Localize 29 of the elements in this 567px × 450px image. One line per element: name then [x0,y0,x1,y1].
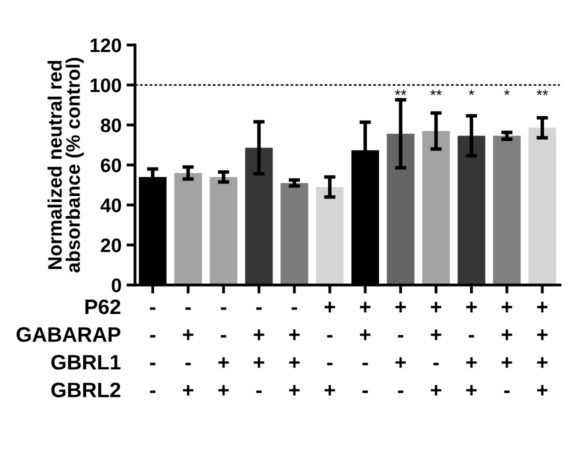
x-tick-label: - + + + [289,307,300,396]
category-label: + + - - [360,302,370,393]
y-tick-label: 0 [112,278,122,292]
y-tick-label: 60 [100,158,122,172]
x-tick-label: + - + - [395,302,406,393]
text: P62 [85,299,120,314]
category-label: - - - - [150,307,156,393]
data-label: ** [536,90,548,96]
y-axis-title: Normalized neutral red absorbance (% control) [48,58,84,272]
text: GBRL1 [51,354,121,370]
data-label: * [504,90,510,96]
x-tick-label: - + + - [254,307,264,393]
y-tick-label: 120 [90,38,122,52]
x-tick-label: + + - + [430,302,442,396]
y-tick-label: 20 [100,238,122,252]
y-tick-label: 100 [90,78,122,92]
data-label: ** [430,90,442,96]
category-label: - - + + [218,307,229,396]
text: GABARAP [16,327,120,342]
x-tick-label: + + + + [537,302,548,396]
data-label: ** [394,90,406,96]
text: GBRL2 [51,382,120,398]
data-label: * [468,90,474,96]
x-tick-label: - + - + [182,307,194,396]
y-tick-label: 80 [100,118,122,132]
y-tick-label: 40 [100,198,122,212]
x-tick-label: + + + - [502,302,512,393]
category-label: + - - + [324,302,336,396]
x-tick-label: + - + + [466,302,477,396]
